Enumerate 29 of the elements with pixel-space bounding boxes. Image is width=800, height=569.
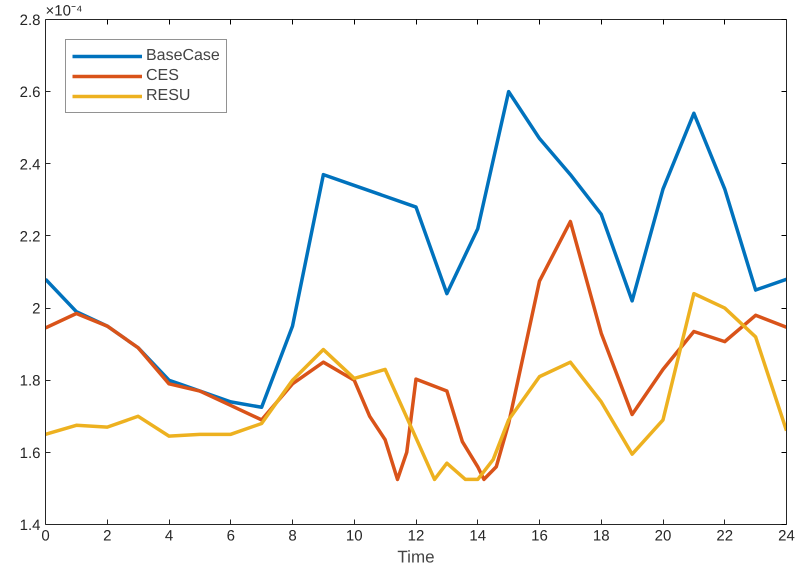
line-series xyxy=(46,292,786,482)
x-axis-title: Time xyxy=(397,548,435,566)
x-tick-label: 4 xyxy=(164,528,174,544)
y-tick-label: 2.2 xyxy=(20,228,41,246)
legend-label: CES xyxy=(146,67,179,85)
y-tick-label: 1.8 xyxy=(20,372,41,390)
y-tick-label: 2.4 xyxy=(20,156,41,174)
y-tick-label: 2.6 xyxy=(20,84,41,102)
legend-label: BaseCase xyxy=(146,47,220,65)
line-series xyxy=(46,90,786,410)
y-tick-label: 1.6 xyxy=(20,444,41,462)
x-tick-label: 20 xyxy=(654,528,672,544)
x-tick-label: 14 xyxy=(469,528,486,544)
y-tick-label: 2.8 xyxy=(20,12,41,29)
legend-label: RESU xyxy=(146,87,190,105)
x-tick-label: 12 xyxy=(408,528,424,544)
x-tick-label: 2 xyxy=(103,528,112,544)
x-tick-label: 6 xyxy=(226,528,235,544)
y-tick-label: 1.4 xyxy=(20,517,41,534)
x-tick-label: 16 xyxy=(531,528,548,544)
x-tick-label: 10 xyxy=(346,528,363,544)
line-series xyxy=(46,220,786,482)
x-tick-label: 8 xyxy=(288,528,297,544)
y-tick-label: 2 xyxy=(32,300,40,318)
x-tick-label: 18 xyxy=(592,528,610,544)
x-tick-label: 22 xyxy=(716,528,734,544)
x-tick-label: 0 xyxy=(41,528,50,544)
annotation: ×10⁻⁴ xyxy=(46,2,82,20)
x-tick-label: 24 xyxy=(778,528,795,544)
